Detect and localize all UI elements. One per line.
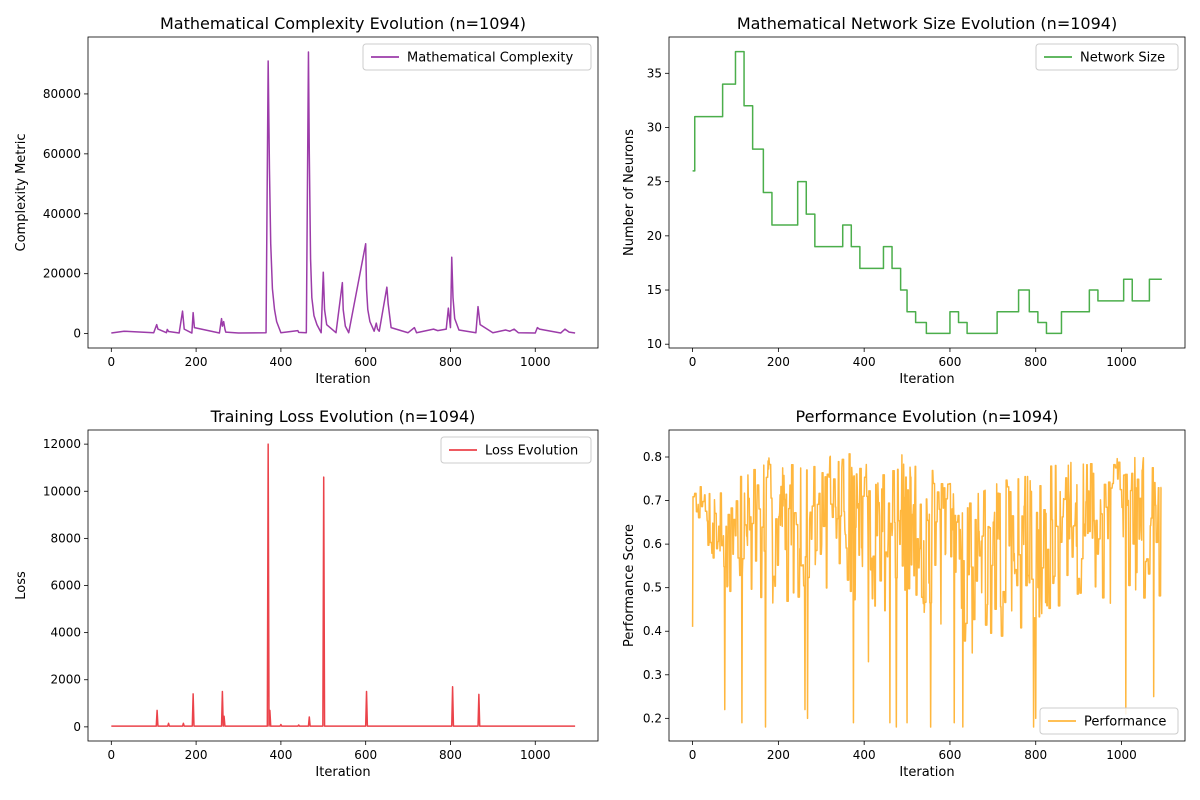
axes-frame — [668, 429, 1186, 742]
y-tick-label: 0.2 — [643, 711, 662, 725]
x-tick-label: 200 — [767, 355, 790, 369]
x-tick-label: 800 — [439, 355, 462, 369]
legend: Performance — [1039, 707, 1179, 735]
legend-label: Loss Evolution — [485, 444, 578, 459]
y-tick-label: 6000 — [50, 579, 81, 593]
x-tick-label: 600 — [354, 355, 377, 369]
y-tick-label: 25 — [647, 175, 662, 189]
x-axis-label: Iteration — [315, 765, 370, 780]
y-tick-label: 15 — [647, 283, 662, 297]
chart-panel-4: 0 200 400 600 800 1000 0.2 0.3 0.4 0.5 0.6 0.7 0.8 Pe… — [622, 407, 1186, 780]
y-tick-label: 8000 — [50, 531, 81, 545]
x-tick-label: 400 — [853, 355, 876, 369]
x-tick-label: 800 — [1024, 748, 1047, 762]
x-tick-label: 800 — [439, 748, 462, 762]
chart-title: Mathematical Complexity Evolution (n=109… — [160, 14, 526, 33]
y-tick-label: 10 — [647, 337, 662, 351]
y-tick-label: 0.3 — [643, 668, 662, 682]
y-tick-label: 30 — [647, 120, 662, 134]
legend-label: Network Size — [1080, 51, 1165, 66]
x-tick-label: 1000 — [1106, 355, 1137, 369]
x-tick-label: 400 — [269, 748, 292, 762]
legend-box — [362, 43, 592, 71]
legend: Mathematical Complexity — [362, 43, 592, 71]
y-tick-label: 20000 — [43, 267, 81, 281]
chart-title: Training Loss Evolution (n=1094) — [210, 407, 476, 426]
legend-label: Performance — [1084, 715, 1166, 730]
x-axis-label: Iteration — [899, 372, 954, 387]
chart-panel-2: 0 200 400 600 800 1000 10 15 20 25 30 35 Mathematica… — [622, 14, 1186, 387]
x-tick-label: 400 — [269, 355, 292, 369]
x-tick-label: 400 — [853, 748, 876, 762]
x-tick-label: 0 — [689, 355, 697, 369]
axes-frame — [668, 36, 1186, 349]
x-tick-label: 600 — [354, 748, 377, 762]
y-tick-label: 20 — [647, 229, 662, 243]
series-line-1 — [691, 453, 1162, 728]
y-tick-label: 12000 — [43, 437, 81, 451]
y-axis-label: Performance Score — [622, 524, 637, 647]
chart-panel-3: 0 200 400 600 800 100002000400060008000100001… — [14, 407, 599, 780]
y-axis-label: Loss — [14, 571, 29, 600]
y-axis-label: Number of Neurons — [622, 129, 637, 256]
axes-frame — [87, 36, 599, 349]
y-tick-label: 0 — [73, 327, 81, 341]
x-tick-label: 0 — [107, 748, 115, 762]
legend-box — [440, 436, 592, 464]
y-tick-label: 80000 — [43, 87, 81, 101]
legend: Loss Evolution — [440, 436, 592, 464]
legend-label: Mathematical Complexity — [407, 51, 573, 66]
y-tick-label: 0.8 — [643, 450, 662, 464]
x-tick-label: 1000 — [520, 748, 551, 762]
y-tick-label: 0.6 — [643, 537, 662, 551]
series-line-1 — [111, 51, 576, 334]
legend-box — [1039, 707, 1179, 735]
x-tick-label: 200 — [767, 748, 790, 762]
axes-frame — [87, 429, 599, 742]
chart-title: Performance Evolution (n=1094) — [796, 407, 1059, 426]
y-tick-label: 2000 — [50, 673, 81, 687]
legend: Network Size — [1035, 43, 1179, 71]
legend-box — [1035, 43, 1179, 71]
x-tick-label: 0 — [107, 355, 115, 369]
y-tick-label: 40000 — [43, 207, 81, 221]
y-tick-label: 10000 — [43, 484, 81, 498]
x-tick-label: 600 — [938, 748, 961, 762]
y-tick-label: 4000 — [50, 626, 81, 640]
y-tick-label: 0.4 — [643, 624, 662, 638]
x-tick-label: 0 — [689, 748, 697, 762]
y-tick-label: 60000 — [43, 147, 81, 161]
x-tick-label: 800 — [1024, 355, 1047, 369]
series-line-1 — [111, 443, 576, 727]
x-tick-label: 200 — [185, 355, 208, 369]
x-tick-label: 200 — [185, 748, 208, 762]
x-tick-label: 1000 — [1106, 748, 1137, 762]
x-tick-label: 600 — [938, 355, 961, 369]
x-axis-label: Iteration — [899, 765, 954, 780]
chart-title: Mathematical Network Size Evolution (n=1… — [737, 14, 1117, 33]
series-line-1 — [692, 50, 1162, 335]
x-axis-label: Iteration — [315, 372, 370, 387]
y-tick-label: 0.5 — [643, 581, 662, 595]
y-tick-label: 0 — [73, 720, 81, 734]
y-axis-label: Complexity Metric — [14, 134, 29, 252]
x-tick-label: 1000 — [520, 355, 551, 369]
y-tick-label: 35 — [647, 66, 662, 80]
chart-panel-1: 0 200 400 600 800 1000 0 20000 40000 60000 80000 Ma… — [14, 14, 599, 387]
y-tick-label: 0.7 — [643, 494, 662, 508]
